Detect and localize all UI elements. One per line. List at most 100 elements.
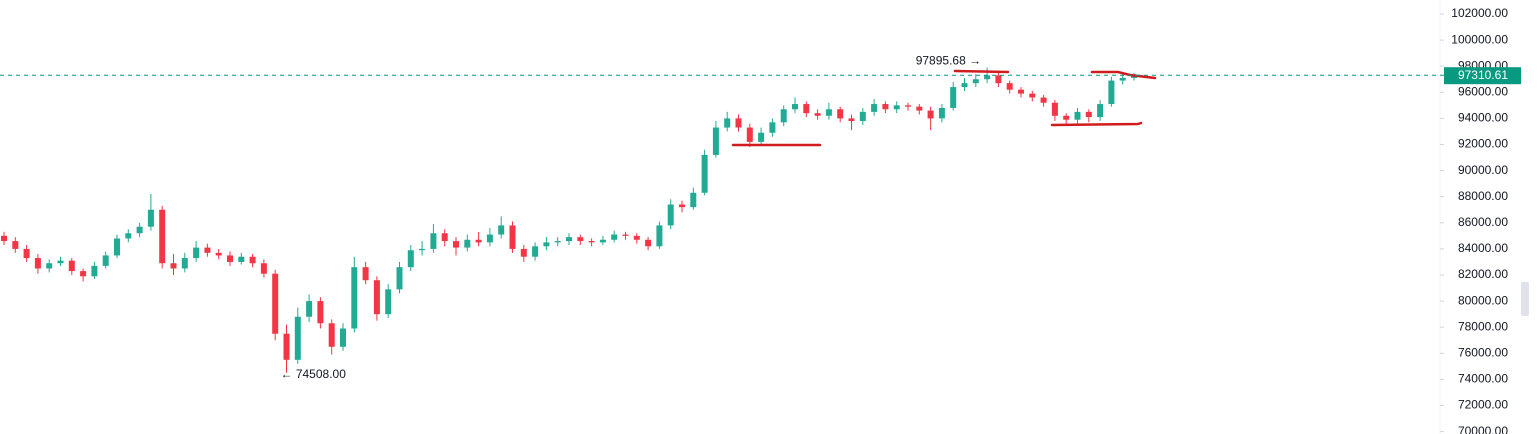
candle-body xyxy=(690,192,697,208)
candle-body xyxy=(373,280,380,315)
candle-body xyxy=(159,209,166,264)
candle-body xyxy=(780,109,787,123)
candle-body xyxy=(498,225,505,235)
candle-body xyxy=(803,104,810,114)
candle-body xyxy=(837,109,844,119)
candle-body xyxy=(656,225,663,247)
price-annotation: 97895.68 → xyxy=(916,54,981,68)
candle-body xyxy=(758,132,765,142)
y-tick-label: 82000.00 xyxy=(1458,267,1508,281)
drawn-line xyxy=(953,69,1010,74)
candle-body xyxy=(249,256,256,264)
y-tick-label: 80000.00 xyxy=(1458,293,1508,307)
y-tick-label: 74000.00 xyxy=(1458,372,1508,386)
candle-body xyxy=(735,118,742,128)
y-tick-label: 102000.00 xyxy=(1451,6,1508,20)
candle-body xyxy=(882,104,889,110)
candle-body xyxy=(181,258,188,269)
candle-body xyxy=(645,239,652,247)
price-annotation: ← 74508.00 xyxy=(281,367,347,381)
candle-body xyxy=(588,241,595,243)
candle-body xyxy=(136,226,143,234)
candle-body xyxy=(23,248,30,259)
candle-body xyxy=(193,247,200,259)
candle-body xyxy=(724,118,731,128)
candle-body xyxy=(871,104,878,112)
y-tick-label: 70000.00 xyxy=(1458,424,1508,434)
candle-body xyxy=(995,75,1002,84)
candle-body xyxy=(340,328,346,347)
candle-body xyxy=(125,233,132,239)
candle-body xyxy=(441,233,448,242)
drawn-line xyxy=(1050,121,1143,127)
y-tick-label: 72000.00 xyxy=(1458,398,1508,412)
drawn-line xyxy=(1090,70,1157,80)
candle-body xyxy=(746,127,753,142)
candle-body xyxy=(351,267,358,329)
candle-body xyxy=(46,263,53,269)
candle-body xyxy=(102,255,109,266)
candle-body xyxy=(1040,97,1047,103)
scroll-handle[interactable] xyxy=(1521,282,1529,316)
candle-body xyxy=(1119,77,1126,81)
candle-body xyxy=(80,271,87,277)
candle-body xyxy=(599,239,606,243)
candle-body xyxy=(1018,89,1024,94)
y-tick-label: 88000.00 xyxy=(1458,189,1508,203)
candle-body xyxy=(272,273,279,334)
candle-body xyxy=(1063,115,1070,120)
candle-body xyxy=(464,239,471,248)
candle-body xyxy=(961,83,968,88)
candle-body xyxy=(509,225,516,249)
candle-body xyxy=(893,105,900,110)
drawings xyxy=(731,69,1157,147)
candle-body xyxy=(114,238,120,256)
candle-body xyxy=(34,258,41,269)
candle-body xyxy=(972,79,979,84)
y-tick-label: 90000.00 xyxy=(1458,163,1508,177)
candle-body xyxy=(1108,80,1115,105)
candle-body xyxy=(238,256,245,262)
candle-body xyxy=(419,248,426,251)
candle-body xyxy=(407,250,414,268)
candle-body xyxy=(938,107,945,119)
candle-body xyxy=(984,75,991,80)
candle-body xyxy=(543,242,550,247)
candle-body xyxy=(57,260,64,264)
candle-body xyxy=(611,234,618,240)
y-tick-label: 86000.00 xyxy=(1458,215,1508,229)
candle-body xyxy=(306,301,313,317)
candle-body xyxy=(1006,83,1013,90)
y-tick-label: 78000.00 xyxy=(1458,319,1508,333)
candle-body xyxy=(1,235,7,242)
candle-body xyxy=(927,110,934,119)
candle-body xyxy=(520,248,527,257)
candle-body xyxy=(566,237,572,242)
candle-body xyxy=(215,252,222,256)
candle-body xyxy=(328,323,335,347)
candle-body xyxy=(430,233,437,249)
candle-body xyxy=(486,234,493,243)
candle-body xyxy=(475,239,482,243)
candle-body xyxy=(1085,111,1092,118)
candle-body xyxy=(1051,102,1058,116)
candle-body xyxy=(294,316,301,360)
candle-body xyxy=(1074,111,1081,120)
candle-body xyxy=(453,241,459,248)
candle-body xyxy=(859,111,866,122)
candle-body xyxy=(712,127,719,155)
candle-body xyxy=(12,241,19,249)
candle-body xyxy=(396,267,403,290)
candle-body xyxy=(91,265,98,277)
candle-body xyxy=(283,333,290,360)
candle-body xyxy=(825,109,832,116)
candle-body xyxy=(916,106,923,111)
y-tick-label: 96000.00 xyxy=(1458,84,1508,98)
candle-body xyxy=(532,246,539,257)
candle-body xyxy=(554,241,561,243)
candle-body xyxy=(1029,93,1036,98)
candle-body xyxy=(362,267,369,281)
